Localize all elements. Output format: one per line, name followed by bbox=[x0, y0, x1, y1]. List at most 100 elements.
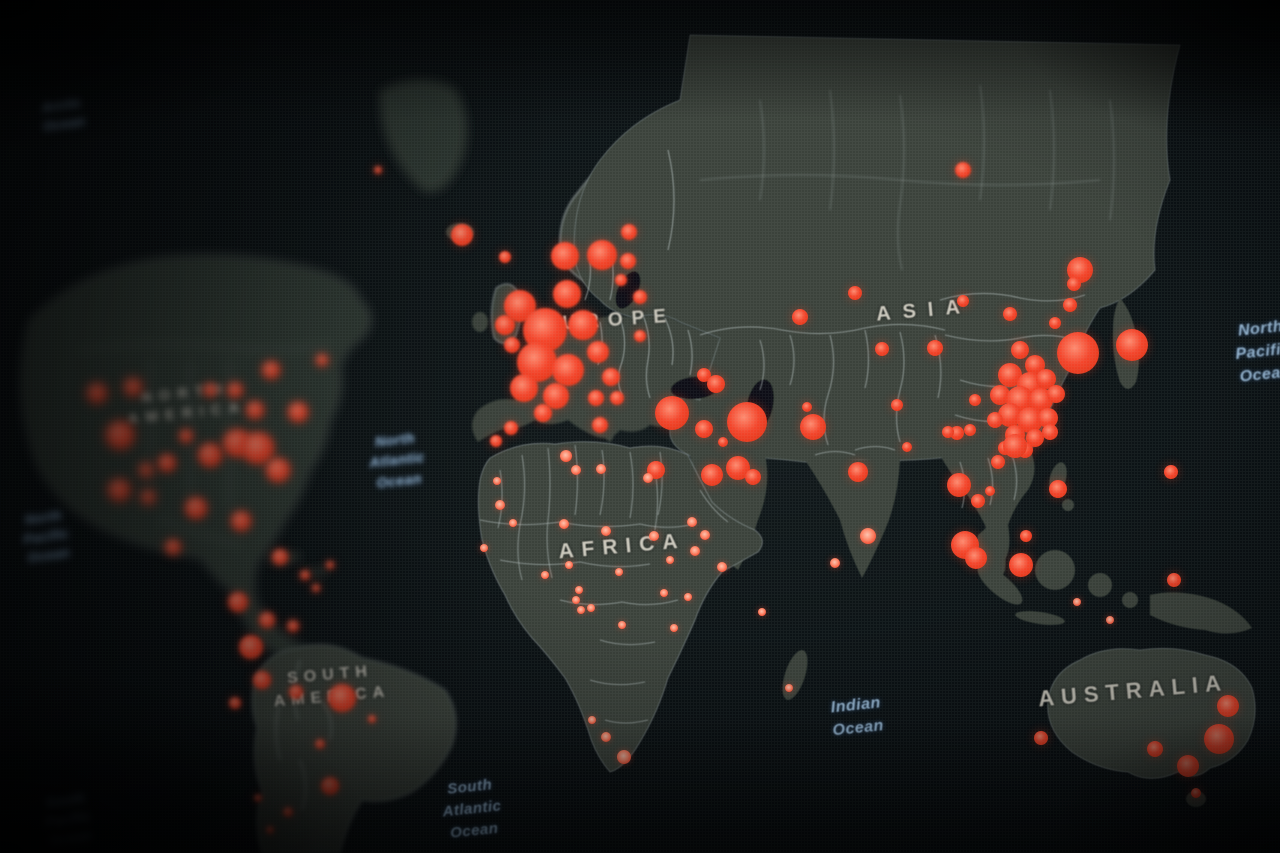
outbreak-dot bbox=[588, 716, 596, 724]
outbreak-dot bbox=[552, 354, 584, 386]
outbreak-dot bbox=[1147, 741, 1163, 757]
outbreak-dot bbox=[927, 340, 943, 356]
outbreak-dot bbox=[541, 571, 549, 579]
outbreak-dot bbox=[565, 561, 573, 569]
outbreak-dot bbox=[991, 455, 1005, 469]
outbreak-dot bbox=[572, 596, 580, 604]
outbreak-dot bbox=[316, 354, 328, 366]
outbreak-dot bbox=[621, 224, 637, 240]
outbreak-dot bbox=[571, 465, 581, 475]
outbreak-dot bbox=[830, 558, 840, 568]
outbreak-dot bbox=[272, 549, 288, 565]
outbreak-dot bbox=[602, 368, 620, 386]
outbreak-dot bbox=[534, 404, 552, 422]
outbreak-dot bbox=[253, 671, 271, 689]
outbreak-dot bbox=[504, 337, 520, 353]
outbreak-dot bbox=[971, 494, 985, 508]
outbreak-dot bbox=[1164, 465, 1178, 479]
outbreak-dot bbox=[802, 402, 812, 412]
outbreak-dot bbox=[1011, 341, 1029, 359]
outbreak-dot bbox=[758, 608, 766, 616]
outbreak-dot bbox=[875, 342, 889, 356]
outbreak-dot bbox=[266, 458, 290, 482]
outbreak-dot bbox=[860, 528, 876, 544]
outbreak-dot bbox=[800, 414, 826, 440]
outbreak-dot bbox=[587, 604, 595, 612]
outbreak-dot bbox=[287, 620, 299, 632]
outbreak-dot bbox=[504, 421, 518, 435]
outbreak-dot bbox=[124, 378, 142, 396]
outbreak-dot bbox=[262, 361, 280, 379]
outbreak-dot bbox=[368, 715, 376, 723]
outbreak-dot bbox=[707, 375, 725, 393]
outbreak-dot bbox=[283, 807, 293, 817]
outbreak-dot bbox=[1034, 731, 1048, 745]
outbreak-dot bbox=[1063, 298, 1077, 312]
outbreak-dot bbox=[495, 500, 505, 510]
outbreak-dot bbox=[1049, 480, 1067, 498]
outbreak-dot bbox=[957, 295, 969, 307]
outbreak-dot bbox=[690, 546, 700, 556]
outbreak-dot bbox=[560, 450, 572, 462]
outbreak-dot bbox=[684, 593, 692, 601]
outbreak-dot bbox=[588, 390, 604, 406]
outbreak-dot bbox=[1177, 755, 1199, 777]
outbreak-dot bbox=[198, 443, 222, 467]
outbreak-dot bbox=[670, 624, 678, 632]
outbreak-dot bbox=[1047, 385, 1065, 403]
outbreak-dot bbox=[695, 420, 713, 438]
outbreak-dot bbox=[964, 424, 976, 436]
outbreak-dot bbox=[179, 429, 193, 443]
outbreak-dot bbox=[328, 684, 356, 712]
outbreak-dot bbox=[480, 544, 488, 552]
outbreak-dot bbox=[1067, 277, 1081, 291]
outbreak-dot bbox=[312, 584, 320, 592]
outbreak-dot bbox=[848, 462, 868, 482]
outbreak-dot bbox=[254, 794, 262, 802]
outbreak-dot bbox=[577, 606, 585, 614]
outbreak-dot bbox=[227, 382, 243, 398]
outbreak-dot bbox=[288, 402, 308, 422]
outbreak-dot bbox=[493, 477, 501, 485]
outbreak-dot bbox=[947, 473, 971, 497]
outbreak-dot bbox=[289, 685, 303, 699]
outbreak-dot bbox=[848, 286, 862, 300]
outbreak-dot bbox=[1116, 329, 1148, 361]
outbreak-dot bbox=[242, 432, 274, 464]
outbreak-dot bbox=[1049, 317, 1061, 329]
outbreak-dot bbox=[617, 750, 631, 764]
outbreak-dot bbox=[231, 511, 251, 531]
outbreak-dot bbox=[660, 589, 668, 597]
outbreak-dot bbox=[106, 421, 134, 449]
outbreak-dot bbox=[1106, 616, 1114, 624]
outbreak-dot bbox=[229, 697, 241, 709]
outbreak-dot bbox=[792, 309, 808, 325]
outbreak-dot bbox=[559, 519, 569, 529]
outbreak-dot bbox=[717, 562, 727, 572]
outbreak-dot bbox=[649, 531, 659, 541]
outbreak-dot bbox=[655, 396, 689, 430]
outbreak-dot bbox=[601, 732, 611, 742]
outbreak-dot bbox=[727, 402, 767, 442]
outbreak-dot bbox=[745, 469, 761, 485]
outbreak-dot bbox=[687, 517, 697, 527]
outbreak-dot bbox=[1009, 553, 1033, 577]
outbreak-dot bbox=[700, 530, 710, 540]
outbreak-dot bbox=[701, 464, 723, 486]
outbreak-dot bbox=[615, 274, 627, 286]
outbreak-dot bbox=[633, 290, 647, 304]
outbreak-dot bbox=[785, 684, 793, 692]
outbreak-dot bbox=[326, 561, 334, 569]
outbreak-dot bbox=[987, 412, 1003, 428]
outbreak-dot bbox=[985, 486, 995, 496]
outbreak-dot bbox=[634, 330, 646, 342]
outbreak-dot bbox=[87, 383, 107, 403]
outbreak-dot bbox=[246, 401, 264, 419]
outbreak-dot bbox=[891, 399, 903, 411]
outbreak-dot bbox=[139, 463, 153, 477]
outbreak-dot bbox=[510, 374, 538, 402]
outbreak-dot bbox=[203, 383, 217, 397]
outbreak-dot bbox=[266, 826, 274, 834]
outbreak-dot bbox=[666, 556, 674, 564]
